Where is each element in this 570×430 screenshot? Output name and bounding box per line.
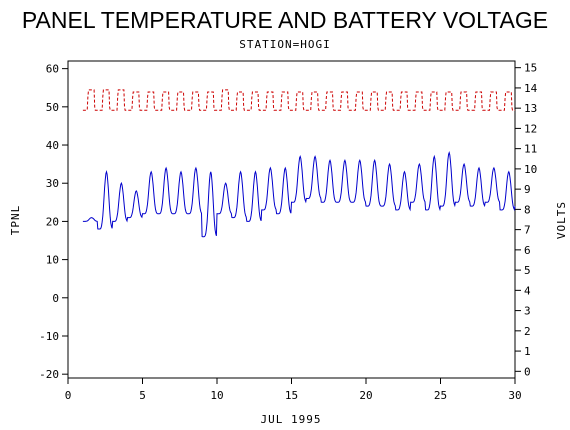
y-right-tick-label: 14: [524, 82, 538, 95]
y-left-tick-label: 10: [46, 254, 59, 267]
y-axis-right-label: VOLTS: [555, 201, 568, 239]
panel-temperature-line: [82, 151, 516, 238]
y-right-tick-label: 5: [524, 264, 531, 277]
y-left-tick-label: 60: [46, 63, 59, 76]
x-tick-label: 0: [65, 389, 72, 402]
y-right-tick-label: 2: [524, 325, 531, 338]
y-right-tick-label: 3: [524, 305, 531, 318]
battery-voltage-line: [82, 89, 515, 111]
y-right-tick-label: 1: [524, 345, 531, 358]
y-right-tick-label: 7: [524, 224, 531, 237]
x-tick-label: 15: [285, 389, 298, 402]
y-right-tick-label: 8: [524, 203, 531, 216]
y-left-tick-label: -20: [39, 368, 59, 381]
y-right-tick-label: 12: [524, 122, 537, 135]
y-right-tick-label: 4: [524, 284, 531, 297]
y-right-tick-label: 13: [524, 102, 537, 115]
x-tick-label: 25: [434, 389, 447, 402]
x-tick-label: 30: [508, 389, 521, 402]
y-right-tick-label: 6: [524, 244, 531, 257]
y-axis-left-label: TPNL: [9, 205, 22, 236]
x-tick-label: 5: [139, 389, 146, 402]
y-right-tick-label: 0: [524, 365, 531, 378]
chart-title: PANEL TEMPERATURE AND BATTERY VOLTAGE: [22, 7, 548, 33]
y-left-tick-label: 40: [46, 139, 59, 152]
y-left-tick-label: 20: [46, 215, 59, 228]
y-left-tick-label: -10: [39, 330, 59, 343]
y-right-tick-label: 11: [524, 143, 537, 156]
chart-subtitle: STATION=HOGI: [239, 38, 330, 51]
y-axis-left: -20 -10 0 10 20 30 40 50 60: [39, 63, 68, 381]
series-layer: [82, 89, 516, 238]
y-right-tick-label: 9: [524, 183, 531, 196]
y-left-tick-label: 30: [46, 177, 59, 190]
x-tick-label: 10: [210, 389, 223, 402]
y-left-tick-label: 0: [52, 292, 59, 305]
plot-frame: [67, 60, 516, 379]
x-tick-label: 20: [359, 389, 372, 402]
y-right-tick-label: 10: [524, 163, 537, 176]
x-axis-label: JUL 1995: [261, 413, 322, 426]
y-right-tick-label: 15: [524, 62, 537, 75]
x-axis: 0 5 10 15 20 25 30: [65, 378, 522, 402]
y-left-tick-label: 50: [46, 101, 59, 114]
